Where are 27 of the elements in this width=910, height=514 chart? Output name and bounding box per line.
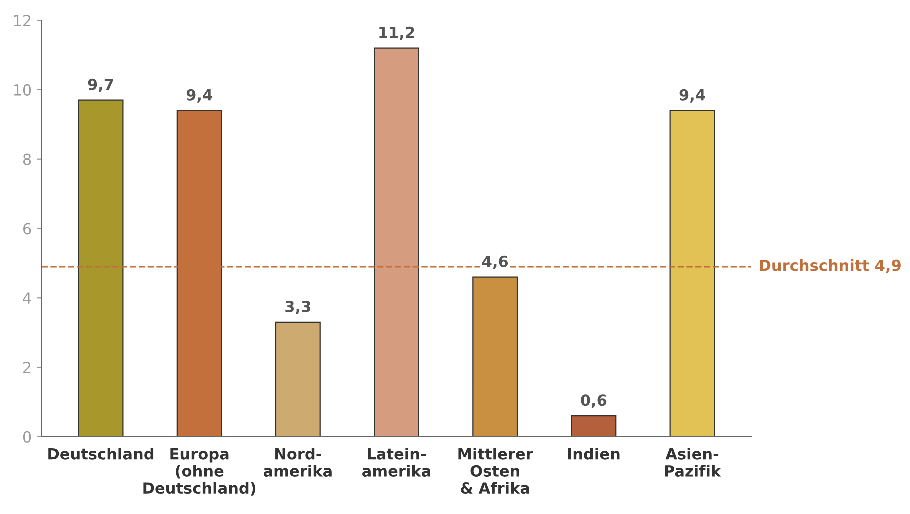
ref-line-label: Durchschnitt 4,9 — [760, 260, 901, 274]
x-tick-label: Indien — [568, 448, 620, 460]
y-tick-label: 2 — [24, 362, 31, 374]
y-tick-label: 0 — [23, 431, 32, 443]
data-label: 0,6 — [581, 394, 607, 408]
y-tick-label: 12 — [14, 15, 31, 26]
bar — [472, 276, 518, 437]
bar — [670, 110, 716, 437]
x-tick-label: Deutschland — [48, 448, 154, 460]
y-tick-label: 4 — [23, 292, 32, 304]
bar — [374, 48, 420, 437]
bar — [78, 100, 124, 437]
bar — [275, 322, 321, 437]
x-tick-label: Latein- amerika — [362, 448, 430, 477]
data-label: 9,7 — [88, 78, 114, 92]
data-label: 9,4 — [186, 89, 212, 103]
data-label: 11,2 — [380, 26, 414, 40]
x-tick-label: Asien- Pazifik — [665, 448, 722, 477]
y-tick-label: 8 — [23, 154, 32, 166]
x-tick-label: Mittlerer Osten & Afrika — [458, 448, 534, 494]
y-tick-label: 6 — [23, 223, 32, 235]
data-label: 4,6 — [482, 256, 508, 270]
x-tick-label: Nord- amerika — [264, 448, 332, 477]
y-tick-label: 10 — [14, 84, 32, 96]
data-label: 9,4 — [680, 89, 706, 103]
bar — [571, 416, 617, 437]
data-label: 3,3 — [286, 300, 310, 314]
